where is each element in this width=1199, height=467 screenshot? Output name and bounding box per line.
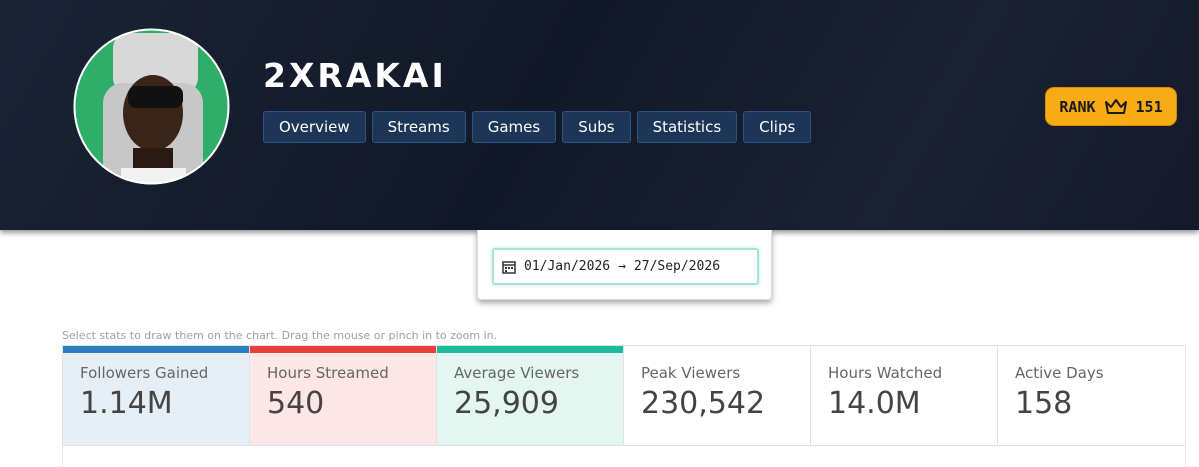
date-range-input[interactable]: 01/Jan/2026 → 27/Sep/2026 bbox=[492, 248, 759, 285]
stat-label: Average Viewers bbox=[454, 364, 580, 382]
profile-header: 2XRAKAI Overview Streams Games Subs Statisti… bbox=[0, 0, 1199, 230]
stat-label: Hours Streamed bbox=[267, 364, 389, 382]
stat-label: Active Days bbox=[1015, 364, 1104, 382]
stat-card[interactable]: Hours Watched 14.0M bbox=[811, 346, 998, 446]
nav-bar: Overview Streams Games Subs Statistics Clips bbox=[263, 111, 812, 143]
channel-name: 2XRAKAI bbox=[263, 56, 447, 95]
stat-card[interactable]: Average Viewers 25,909 bbox=[437, 346, 624, 446]
date-panel: 01/Jan/2026 → 27/Sep/2026 bbox=[477, 230, 772, 300]
date-separator: → bbox=[618, 259, 626, 274]
hint-text: Select stats to draw them on the chart. … bbox=[62, 329, 498, 342]
stat-label: Hours Watched bbox=[828, 364, 943, 382]
nav-button[interactable]: Streams bbox=[371, 111, 466, 143]
date-start: 01/Jan/2026 bbox=[524, 259, 611, 274]
stat-value: 230,542 bbox=[641, 386, 766, 421]
stat-card[interactable]: Hours Streamed 540 bbox=[250, 346, 437, 446]
stat-value: 540 bbox=[267, 386, 325, 421]
stat-color-bar bbox=[250, 346, 436, 353]
stat-card[interactable]: Peak Viewers 230,542 bbox=[624, 346, 811, 446]
avatar bbox=[73, 28, 230, 185]
nav-button[interactable]: Games bbox=[471, 111, 557, 143]
calendar-icon bbox=[502, 260, 516, 274]
rank-badge: RANK 151 bbox=[1046, 88, 1176, 125]
date-end: 27/Sep/2026 bbox=[633, 259, 721, 274]
stat-value: 25,909 bbox=[454, 386, 559, 421]
nav-button[interactable]: Statistics bbox=[636, 111, 738, 143]
stat-label: Peak Viewers bbox=[641, 364, 741, 382]
nav-button[interactable]: Clips bbox=[743, 111, 812, 143]
stat-card[interactable]: Active Days 158 bbox=[998, 346, 1185, 446]
stat-value: 158 bbox=[1015, 386, 1073, 421]
nav-button[interactable]: Overview bbox=[263, 111, 366, 143]
stat-color-bar bbox=[63, 346, 249, 353]
stat-value: 14.0M bbox=[828, 386, 921, 421]
rank-value: 151 bbox=[1135, 97, 1163, 116]
stat-label: Followers Gained bbox=[80, 364, 209, 382]
stat-value: 1.14M bbox=[80, 386, 173, 421]
crown-icon bbox=[1104, 98, 1127, 114]
stats-row: Followers Gained 1.14M Hours Streamed 540 Av… bbox=[62, 345, 1186, 467]
stat-card[interactable]: Followers Gained 1.14M bbox=[63, 346, 250, 446]
nav-button[interactable]: Subs bbox=[562, 111, 631, 143]
rank-label: RANK bbox=[1059, 97, 1096, 116]
stat-color-bar bbox=[437, 346, 623, 353]
